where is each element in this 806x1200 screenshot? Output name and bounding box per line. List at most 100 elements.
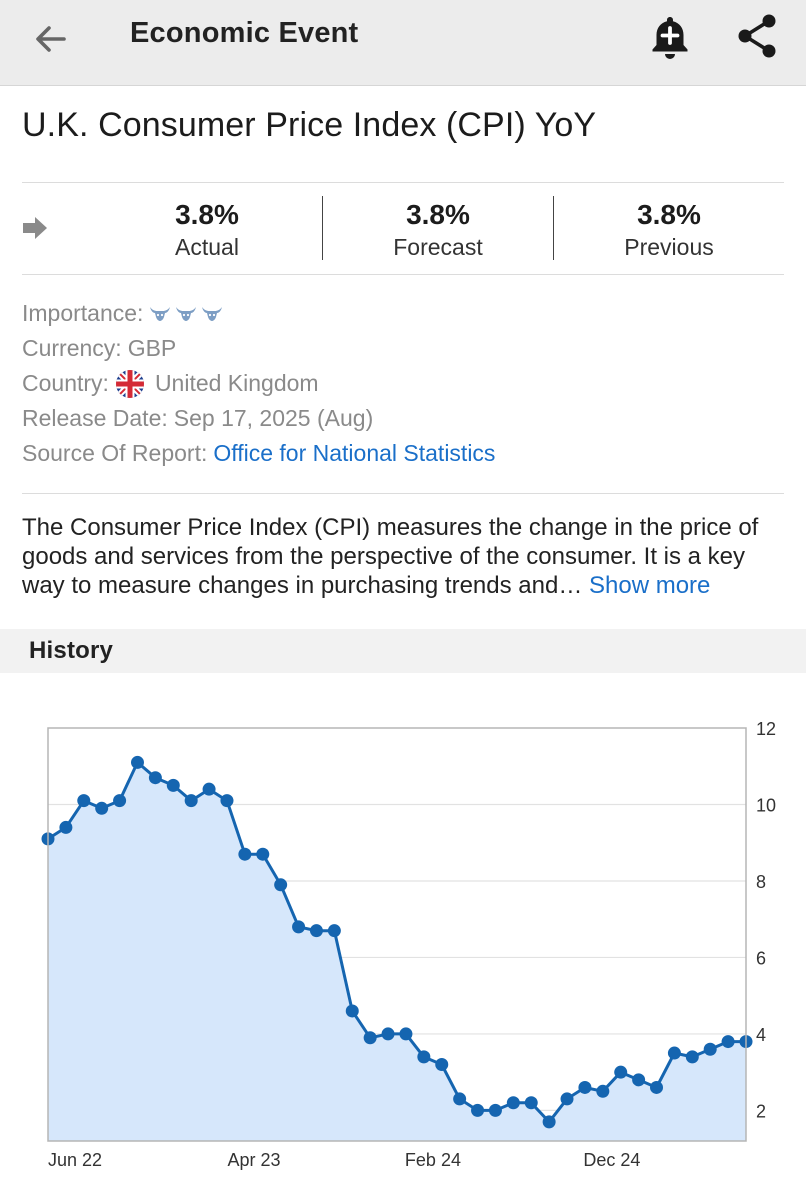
data-point[interactable] — [130, 755, 144, 769]
chart-points — [41, 755, 753, 1129]
data-point[interactable] — [721, 1035, 735, 1049]
data-point[interactable] — [59, 820, 73, 834]
y-tick-label: 8 — [756, 872, 766, 892]
event-details: Importance: Currency: GBP Country: — [22, 296, 784, 471]
share-icon[interactable] — [733, 12, 781, 60]
stat-previous-value: 3.8% — [637, 199, 701, 230]
add-alert-bell-icon[interactable] — [646, 12, 694, 62]
data-point[interactable] — [202, 782, 216, 796]
currency-label: Currency: — [22, 335, 122, 361]
importance-rating — [149, 305, 223, 323]
source-row: Source Of Report: Office for National St… — [22, 436, 784, 471]
chart-frame — [47, 727, 747, 1142]
data-point[interactable] — [488, 1103, 502, 1117]
x-tick-label: Feb 24 — [405, 1150, 461, 1170]
data-point[interactable] — [650, 1080, 664, 1094]
currency-value: GBP — [127, 335, 177, 361]
event-description: The Consumer Price Index (CPI) measures … — [22, 513, 792, 600]
data-point[interactable] — [184, 794, 198, 808]
data-point[interactable] — [345, 1004, 359, 1018]
source-label: Source Of Report: — [22, 440, 208, 466]
data-point[interactable] — [703, 1042, 717, 1056]
history-title: History — [29, 637, 114, 664]
stat-divider — [553, 196, 554, 260]
stat-divider — [322, 196, 323, 260]
data-point[interactable] — [596, 1084, 610, 1098]
data-point[interactable] — [399, 1027, 413, 1041]
stat-actual-value: 3.8% — [175, 199, 239, 230]
divider — [22, 274, 784, 275]
data-point[interactable] — [148, 771, 162, 785]
data-point[interactable] — [220, 794, 234, 808]
data-point[interactable] — [435, 1058, 449, 1072]
stat-forecast-value: 3.8% — [406, 199, 470, 230]
data-point[interactable] — [453, 1092, 467, 1106]
data-point[interactable] — [327, 924, 341, 938]
currency-row: Currency: GBP — [22, 331, 784, 366]
x-tick-label: Jun 22 — [48, 1150, 102, 1170]
data-point[interactable] — [614, 1065, 628, 1079]
country-row: Country: United Kingdom — [22, 366, 784, 401]
importance-label: Importance: — [22, 300, 144, 326]
data-point[interactable] — [309, 924, 323, 938]
country-value: United Kingdom — [154, 370, 319, 396]
data-point[interactable] — [506, 1096, 520, 1110]
stat-previous-label: Previous — [624, 234, 714, 260]
data-point[interactable] — [381, 1027, 395, 1041]
history-section-header: History — [0, 629, 806, 673]
back-arrow-icon[interactable] — [30, 18, 72, 60]
bull-icon — [202, 306, 223, 321]
data-point[interactable] — [578, 1080, 592, 1094]
release-date-row: Release Date: Sep 17, 2025 (Aug) — [22, 401, 784, 436]
app-bar: Economic Event — [0, 0, 806, 86]
data-point[interactable] — [238, 847, 252, 861]
release-date-value: Sep 17, 2025 (Aug) — [173, 405, 374, 431]
x-tick-label: Dec 24 — [583, 1150, 640, 1170]
stat-actual: 3.8% Actual — [92, 199, 322, 263]
data-point[interactable] — [113, 794, 127, 808]
x-axis-ticks: Jun 22 Apr 23 Feb 24 Dec 24 — [48, 1150, 640, 1170]
y-axis-ticks: 2 4 6 8 10 12 — [756, 719, 776, 1121]
stat-previous: 3.8% Previous — [554, 199, 784, 263]
data-point[interactable] — [95, 801, 109, 815]
data-point[interactable] — [166, 778, 180, 792]
stat-forecast: 3.8% Forecast — [323, 199, 553, 263]
country-label: Country: — [22, 370, 109, 396]
data-point[interactable] — [524, 1096, 538, 1110]
y-tick-label: 10 — [756, 795, 776, 815]
chart-line — [47, 760, 746, 1124]
x-tick-label: Apr 23 — [227, 1150, 280, 1170]
page-title: Economic Event — [130, 17, 359, 49]
importance-row: Importance: — [22, 296, 784, 331]
y-tick-label: 4 — [756, 1025, 766, 1045]
divider — [22, 493, 784, 494]
show-more-link[interactable]: Show more — [589, 572, 711, 599]
stats-row: 3.8% Actual 3.8% Forecast 3.8% Previous — [22, 183, 784, 274]
data-point[interactable] — [256, 847, 270, 861]
data-point[interactable] — [685, 1050, 699, 1064]
data-point[interactable] — [77, 794, 91, 808]
stat-actual-label: Actual — [175, 234, 239, 260]
bull-icon — [176, 306, 197, 321]
data-point[interactable] — [667, 1046, 681, 1060]
data-point[interactable] — [542, 1115, 556, 1129]
y-tick-label: 2 — [756, 1101, 766, 1121]
divider — [22, 182, 784, 183]
data-point[interactable] — [632, 1073, 646, 1087]
release-date-label: Release Date: — [22, 405, 168, 431]
y-tick-label: 12 — [756, 719, 776, 739]
data-point[interactable] — [292, 920, 306, 934]
data-point[interactable] — [274, 878, 288, 892]
source-link[interactable]: Office for National Statistics — [213, 440, 496, 466]
event-title: U.K. Consumer Price Index (CPI) YoY — [22, 106, 597, 144]
stat-forecast-label: Forecast — [393, 234, 483, 260]
arrow-right-icon — [23, 217, 47, 239]
history-chart[interactable]: 2 4 6 8 10 12 Jun 22 Apr 23 Feb 24 Dec 24 — [0, 690, 806, 1190]
data-point[interactable] — [417, 1050, 431, 1064]
data-point[interactable] — [471, 1103, 485, 1117]
description-text: The Consumer Price Index (CPI) measures … — [22, 514, 759, 599]
data-point[interactable] — [560, 1092, 574, 1106]
bull-icon — [150, 306, 171, 321]
data-point[interactable] — [363, 1031, 377, 1045]
uk-flag-icon — [115, 369, 144, 398]
